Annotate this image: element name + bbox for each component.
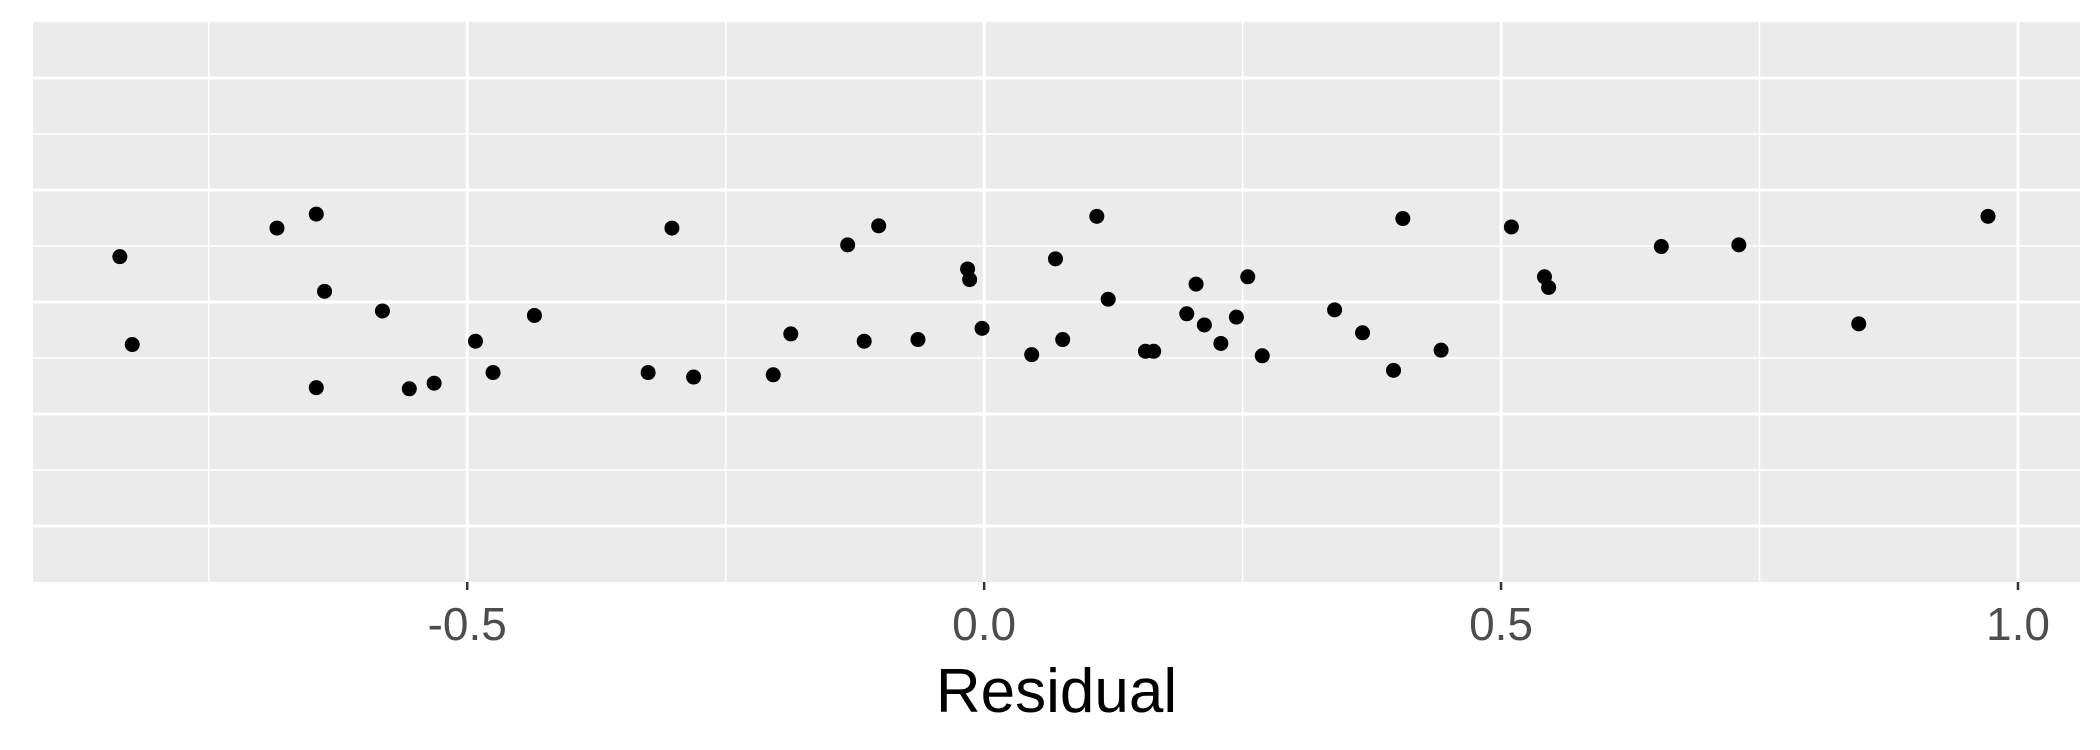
data-point	[1386, 362, 1402, 378]
x-axis-ticks	[465, 582, 2020, 590]
data-point	[840, 237, 856, 253]
x-axis-title: Residual	[936, 657, 1177, 726]
data-point	[1355, 325, 1371, 341]
data-point	[783, 326, 799, 342]
data-point	[1240, 269, 1256, 285]
data-point	[112, 249, 128, 265]
data-point	[1503, 219, 1519, 235]
data-point	[1433, 342, 1449, 358]
data-point	[1196, 317, 1212, 333]
data-point	[526, 307, 542, 323]
data-point	[1055, 332, 1071, 348]
data-point	[765, 367, 781, 383]
data-point	[1541, 279, 1557, 295]
data-point	[317, 283, 333, 299]
x-tick-label: 0.5	[1469, 598, 1533, 650]
data-point	[1188, 276, 1204, 292]
data-point	[401, 381, 417, 397]
major-gridlines	[33, 22, 2080, 582]
data-point	[467, 333, 483, 349]
data-points	[112, 206, 1996, 397]
data-point	[1395, 211, 1411, 227]
x-tick-label: 1.0	[1986, 598, 2050, 650]
data-point	[1213, 335, 1229, 351]
data-point	[374, 303, 390, 319]
data-point	[871, 218, 887, 234]
data-point	[910, 332, 926, 348]
data-point	[1179, 306, 1195, 322]
data-point	[1047, 251, 1063, 267]
data-point	[1254, 348, 1270, 364]
x-tick-label: -0.5	[428, 598, 507, 650]
data-point	[1327, 302, 1343, 318]
data-point	[1146, 343, 1162, 359]
data-point	[664, 220, 680, 236]
data-point	[1980, 208, 1996, 224]
data-point	[1024, 347, 1040, 363]
data-point	[1731, 237, 1747, 253]
x-axis-tick-labels: -0.5 0.0 0.5 1.0	[428, 598, 2050, 650]
data-point	[686, 369, 702, 385]
data-point	[485, 365, 501, 381]
data-point	[308, 206, 324, 222]
data-point	[1653, 239, 1669, 255]
data-point	[1100, 291, 1116, 307]
data-point	[1089, 208, 1105, 224]
data-point	[856, 333, 872, 349]
data-point	[269, 220, 285, 236]
data-point	[308, 380, 324, 396]
data-point	[974, 320, 990, 336]
data-point	[1228, 309, 1244, 325]
x-tick-label: 0.0	[952, 598, 1016, 650]
data-point	[124, 337, 140, 353]
data-point	[640, 365, 656, 381]
data-point	[962, 272, 978, 288]
data-point	[1851, 316, 1867, 332]
data-point	[426, 375, 442, 391]
